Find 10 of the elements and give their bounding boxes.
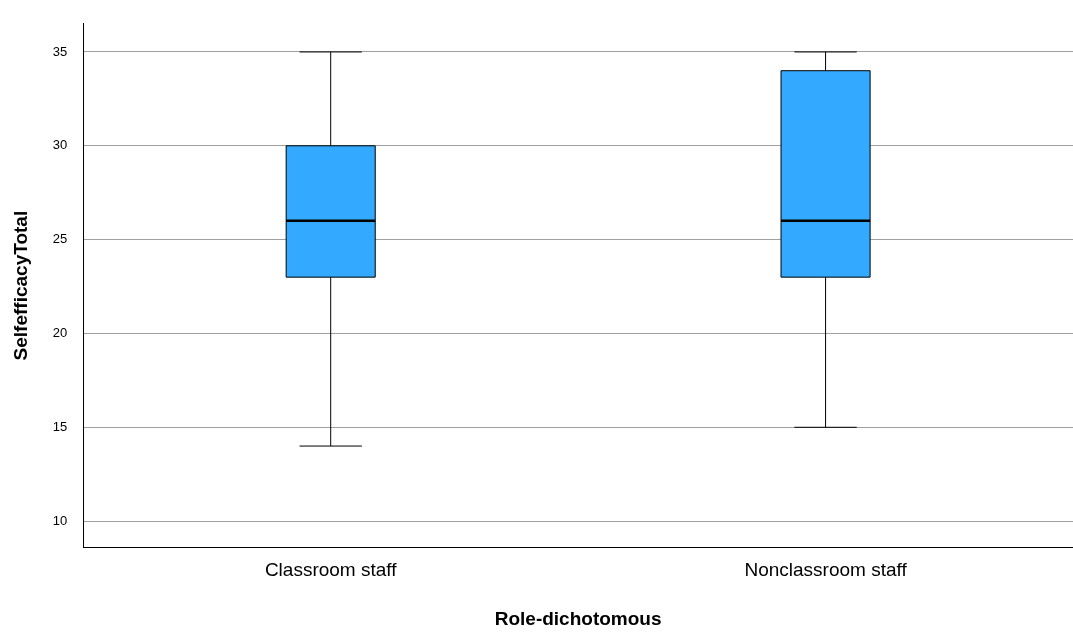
- y-tick-label: 25: [52, 231, 68, 247]
- y-tick-label: 20: [52, 325, 68, 341]
- y-tick-label: 30: [52, 137, 68, 153]
- y-tick-label: 10: [52, 512, 68, 528]
- x-tick-label: Nonclassroom staff: [744, 559, 908, 581]
- y-tick-label: 35: [52, 43, 68, 59]
- y-tick-label: 15: [52, 418, 68, 434]
- x-tick-label: Classroom staff: [264, 559, 398, 581]
- y-axis-title: SelfefficacyTotal: [9, 210, 31, 361]
- x-axis-title: Role-dichotomous: [494, 607, 662, 629]
